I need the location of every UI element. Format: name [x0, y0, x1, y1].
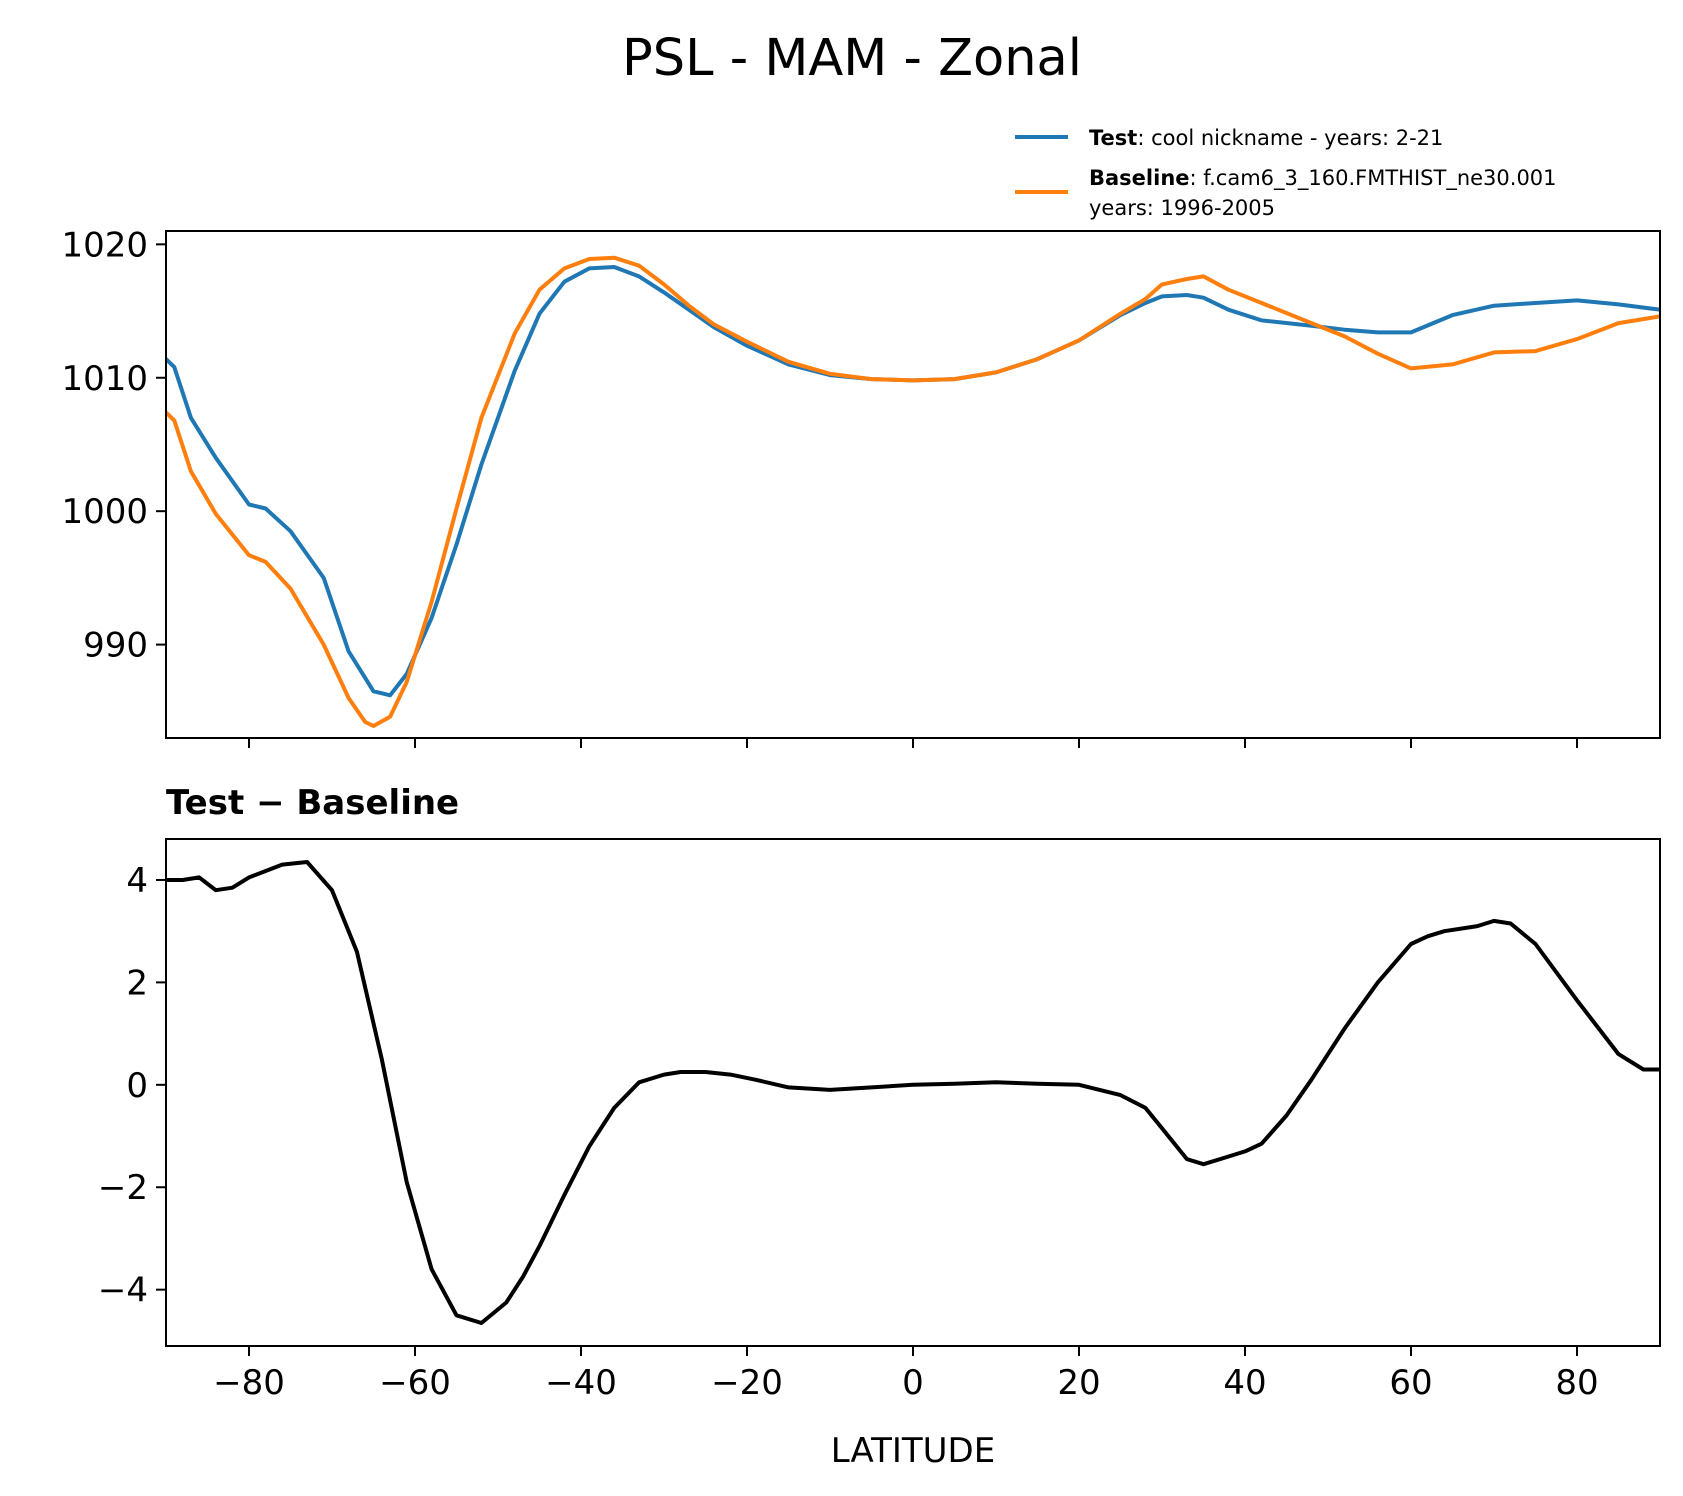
bottom-axes-frame: [165, 838, 1661, 1347]
bottom-ytick-label: −4: [98, 1271, 148, 1311]
top-panel: 990 1000 1010 1020: [61, 225, 1661, 748]
bottom-xtick-label: −60: [379, 1363, 451, 1403]
top-ytick-label: 1010: [61, 359, 148, 399]
top-series-line-test: [166, 265, 1660, 698]
bottom-panel-title: Test − Baseline: [166, 783, 459, 823]
bottom-xtick-label: 60: [1389, 1363, 1432, 1403]
top-series-group: [166, 255, 1660, 728]
bottom-series-group: [166, 860, 1660, 1325]
bottom-xtick-label: −20: [711, 1363, 783, 1403]
bottom-xtick-label: 80: [1555, 1363, 1598, 1403]
figure-title: PSL - MAM - Zonal: [622, 29, 1082, 88]
bottom-ytick-label: 0: [126, 1066, 148, 1106]
bottom-xtick-label: 20: [1057, 1363, 1100, 1403]
bottom-xtick-label: −40: [545, 1363, 617, 1403]
bottom-xtick-label: 0: [902, 1363, 924, 1403]
top-axes-frame: [165, 230, 1661, 739]
top-ytick-label: 1000: [61, 492, 148, 532]
bottom-ytick-group: −4 −2 0 2 4: [98, 861, 166, 1311]
legend-label-test: Test: cool nickname - years: 2-21: [1089, 126, 1443, 150]
bottom-xtick-label: −80: [213, 1363, 285, 1403]
legend: Test: cool nickname - years: 2-21 Baseli…: [1015, 126, 1557, 220]
x-axis-label: LATITUDE: [831, 1431, 995, 1471]
top-ytick-group: 990 1000 1010 1020: [61, 225, 166, 666]
bottom-ytick-label: −2: [98, 1168, 148, 1208]
legend-label-test-bold: Test: [1089, 126, 1137, 150]
top-xtick-group: [248, 738, 1578, 748]
bottom-ytick-label: 2: [126, 963, 148, 1003]
legend-label-baseline-line2: years: 1996-2005: [1089, 196, 1275, 220]
legend-label-test-rest: : cool nickname - years: 2-21: [1137, 126, 1443, 150]
bottom-ytick-label: 4: [126, 861, 148, 901]
top-ytick-label: 990: [83, 626, 148, 666]
bottom-series-line-test-baseline: [166, 860, 1660, 1325]
bottom-xtick-group: −80 −60 −40 −20 0 20 40 60 80: [213, 1346, 1599, 1403]
top-ytick-label: 1020: [61, 225, 148, 265]
legend-label-baseline-bold: Baseline: [1089, 166, 1190, 190]
legend-label-baseline: Baseline: f.cam6_3_160.FMTHIST_ne30.001: [1089, 166, 1557, 191]
legend-label-baseline-rest: : f.cam6_3_160.FMTHIST_ne30.001: [1190, 166, 1557, 191]
top-series-line-baseline: [166, 255, 1660, 728]
bottom-xtick-label: 40: [1223, 1363, 1266, 1403]
